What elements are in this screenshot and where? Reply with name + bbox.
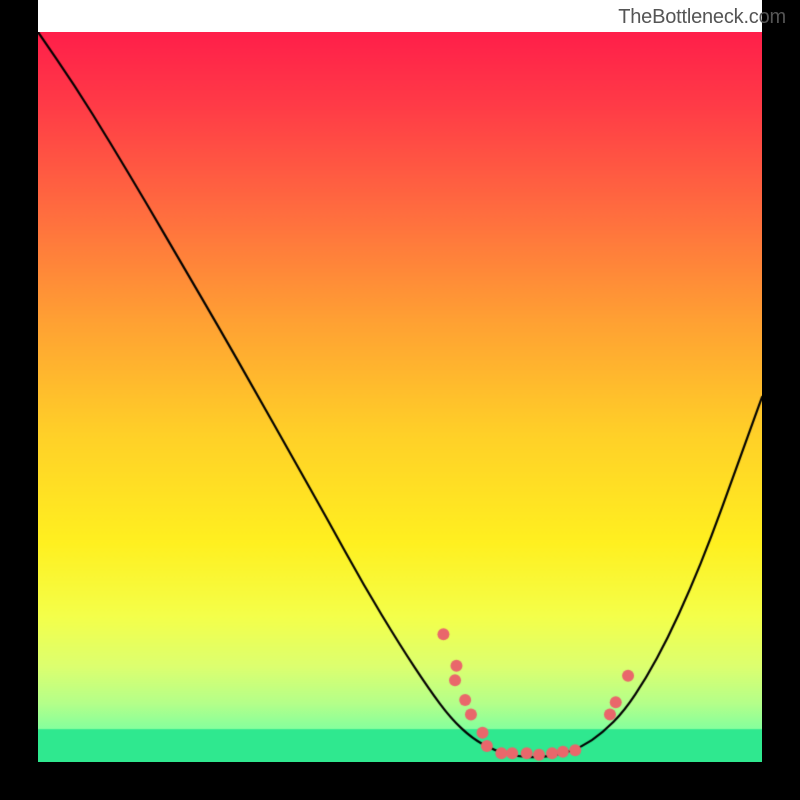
plot-area [38,32,762,762]
border-left [0,0,38,800]
watermark-label: TheBottleneck.com [618,6,786,29]
chart-frame: TheBottleneck.com [0,0,800,800]
bottleneck-curve [38,32,762,762]
border-right [762,0,800,800]
border-bottom [0,762,800,800]
